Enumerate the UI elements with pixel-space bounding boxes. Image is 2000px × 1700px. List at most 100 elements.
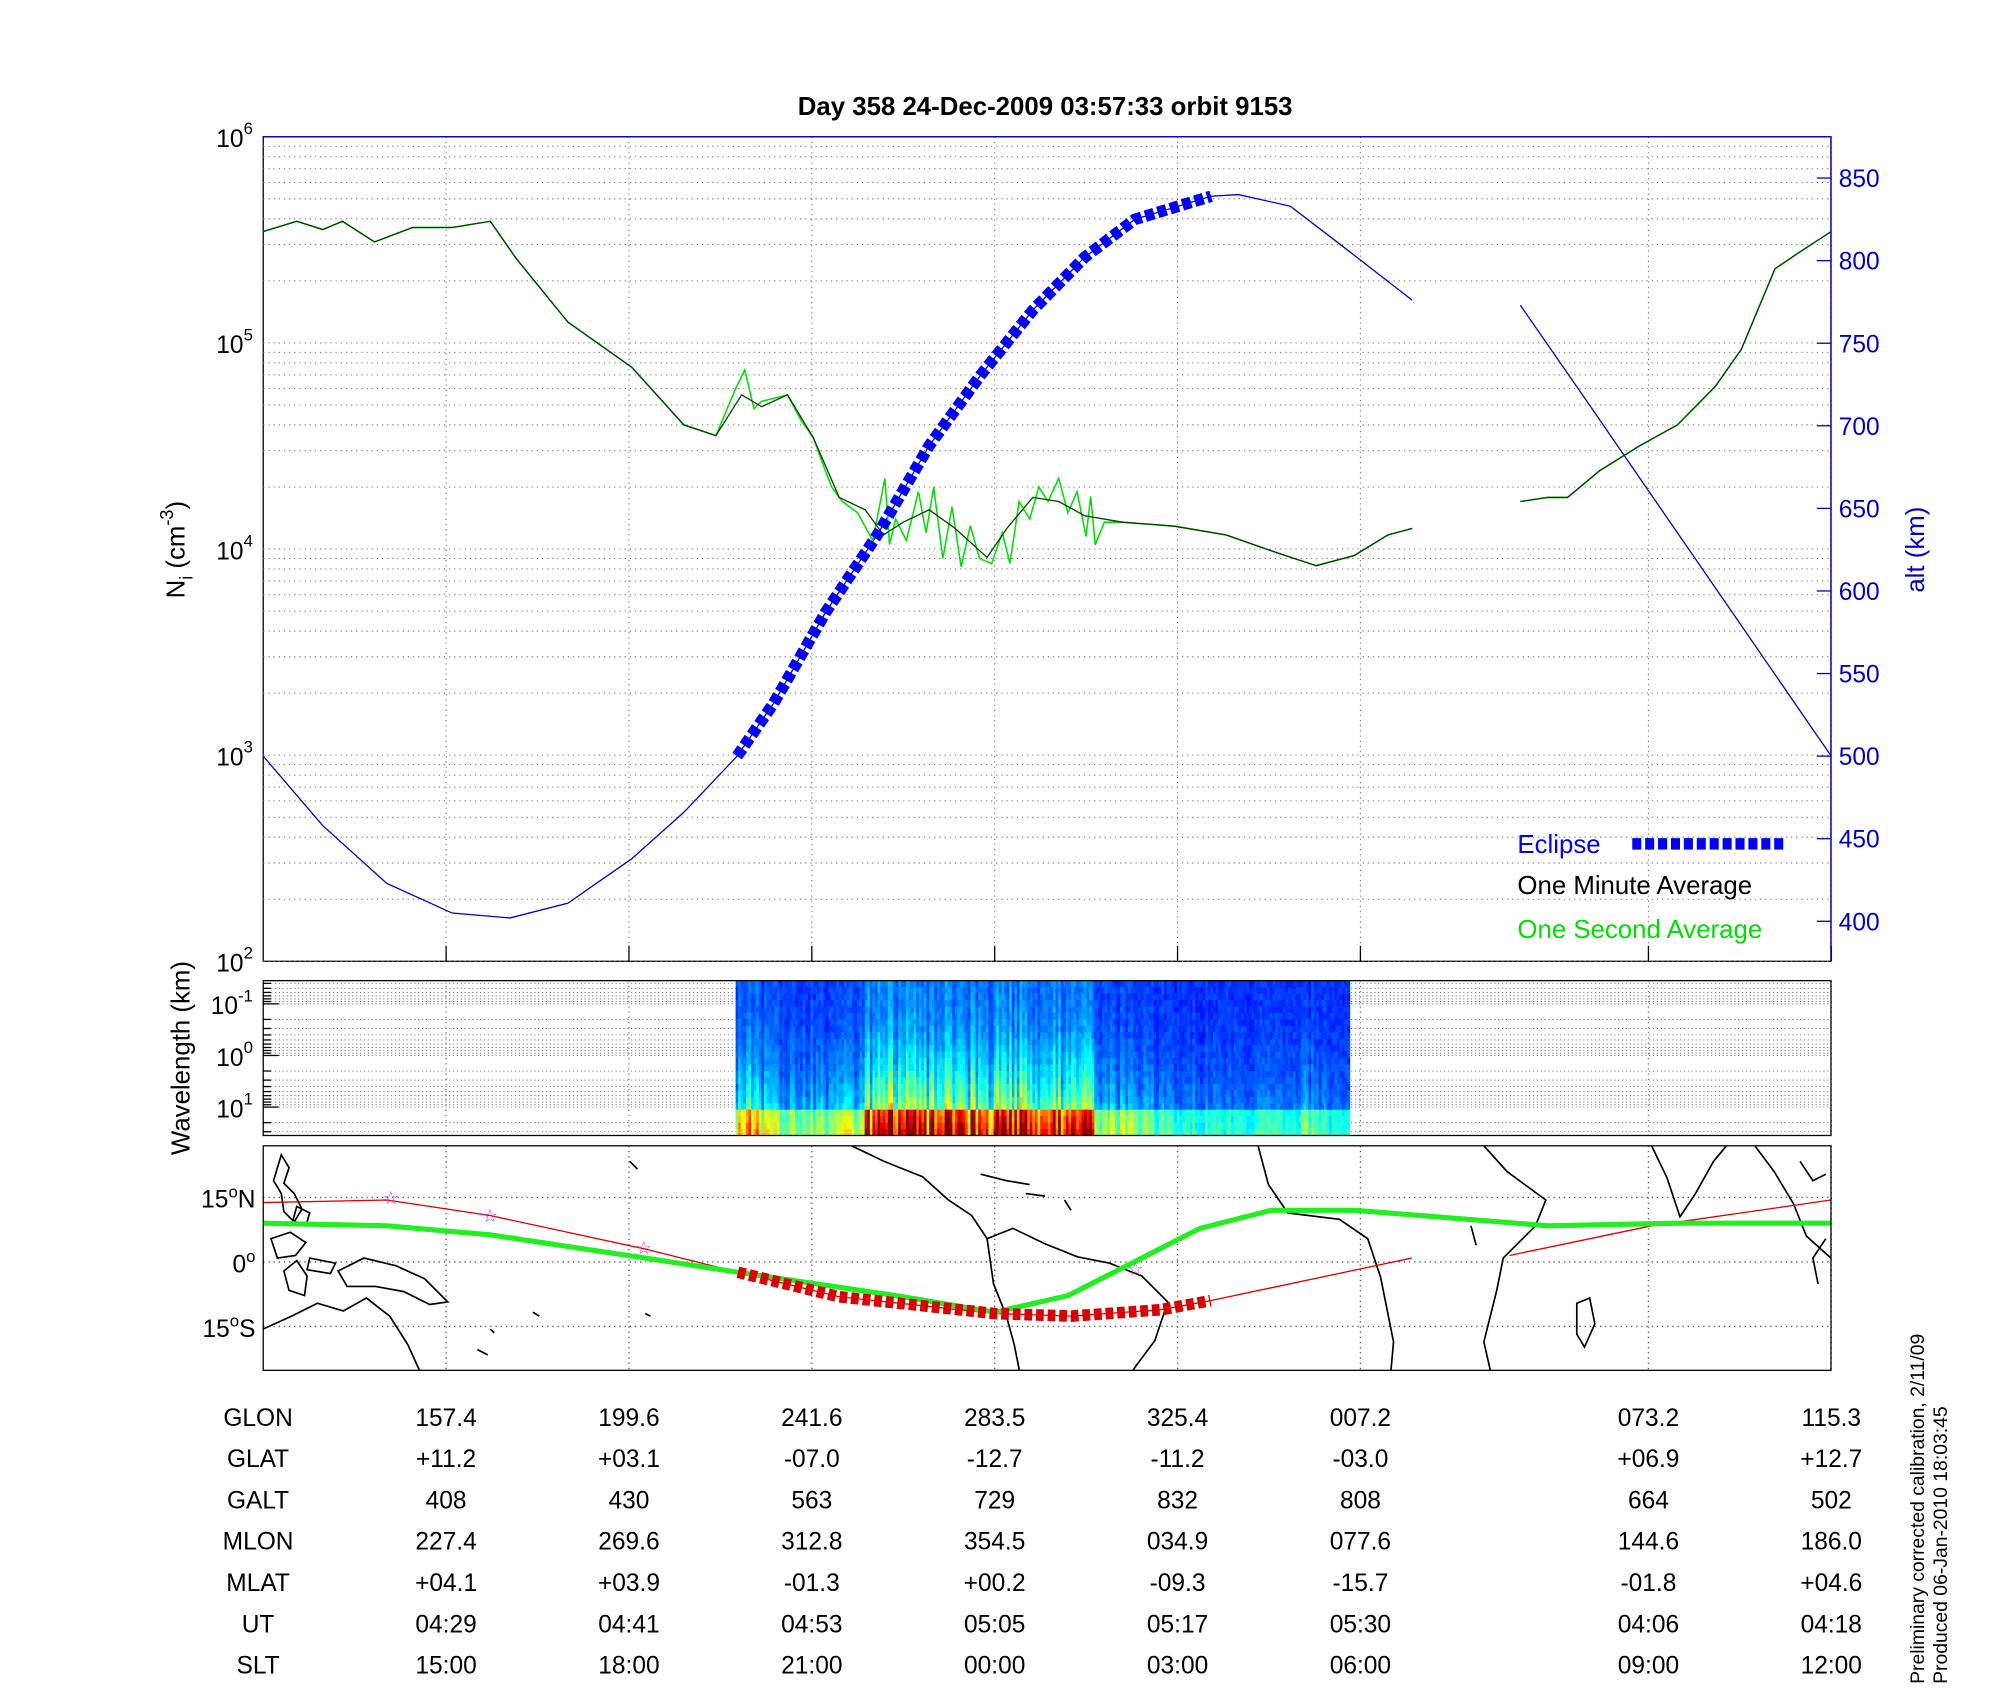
spectrogram-cell	[1213, 1103, 1216, 1111]
spectrogram-cell	[980, 1077, 984, 1085]
spectrogram-cell	[807, 1058, 811, 1065]
spectrogram-cell	[1037, 1109, 1041, 1117]
spectrogram-cell	[761, 1116, 765, 1123]
spectrogram-cell	[885, 1122, 889, 1130]
spectrogram-cell	[988, 1012, 992, 1020]
spectrogram-cell	[1225, 1038, 1229, 1046]
spectrogram-cell	[947, 1070, 951, 1078]
spectrogram-cell	[985, 1090, 989, 1098]
spectrogram-cell	[831, 1019, 835, 1027]
spectrogram-cell	[1213, 1012, 1216, 1020]
spectrogram-cell	[939, 1058, 943, 1065]
spectrogram-cell	[1218, 1083, 1222, 1091]
spectrogram-cell	[1003, 1083, 1007, 1091]
legend-eclipse-label: Eclipse	[1517, 831, 1600, 859]
spectrogram-cell	[1174, 1122, 1178, 1130]
spectrogram-cell	[934, 1116, 938, 1123]
spectrogram-cell	[893, 993, 896, 1001]
spectrogram-cell	[763, 1077, 767, 1085]
spectrogram-cell	[1053, 1000, 1056, 1007]
spectrogram-cell	[923, 1000, 927, 1007]
spectrogram-cell	[1019, 987, 1023, 994]
spectrogram-cell	[776, 1038, 780, 1046]
spectrogram-cell	[769, 1025, 773, 1033]
spectrogram-cell	[1099, 1090, 1103, 1098]
spectrogram-cell	[820, 1122, 824, 1130]
spectrogram-cell	[1207, 980, 1211, 988]
spectrogram-cell	[1094, 1000, 1098, 1007]
spectrogram-cell	[1236, 1064, 1240, 1072]
spectrogram-cell	[1109, 1032, 1113, 1040]
spectrogram-cell	[985, 1103, 989, 1111]
spectrogram-cell	[1099, 1045, 1103, 1052]
spectrogram-cell	[1055, 1083, 1059, 1091]
spectrogram-cell	[1065, 987, 1069, 994]
spectrogram-cell	[735, 1000, 739, 1007]
spectrogram-cell	[813, 1051, 816, 1059]
spectrogram-cell	[1202, 987, 1206, 994]
spectrogram-cell	[1099, 1129, 1103, 1136]
spectrogram-cell	[980, 1051, 984, 1059]
spectrogram-cell	[756, 1058, 760, 1065]
spectrogram-cell	[1022, 1064, 1026, 1072]
spectrogram-cell	[898, 1096, 902, 1104]
spectrogram-cell	[1192, 1090, 1196, 1098]
spectrogram-cell	[1158, 1019, 1162, 1027]
spectrogram-cell	[1249, 980, 1253, 988]
spectrogram-cell	[800, 993, 804, 1001]
spectrogram-cell	[820, 1103, 824, 1111]
spectrogram-cell	[1238, 1045, 1242, 1052]
spectrogram-cell	[1001, 1019, 1005, 1027]
spectrogram-cell	[1164, 1077, 1167, 1085]
spectrogram-cell	[947, 1045, 951, 1052]
spectrogram-cell	[1189, 1129, 1193, 1136]
spectrogram-cell	[1109, 1045, 1113, 1052]
spectrogram-cell	[856, 1116, 860, 1123]
spectrogram-cell	[1114, 987, 1118, 994]
spectrogram-cell	[802, 993, 806, 1001]
spectrogram-cell	[926, 1129, 930, 1136]
spectrogram-cell	[1138, 980, 1142, 988]
spectrogram-cell	[1006, 1070, 1010, 1078]
spectrogram-cell	[1215, 1012, 1219, 1020]
spectrogram-cell	[939, 1103, 943, 1111]
spectrogram-cell	[1187, 1006, 1191, 1014]
spectrogram-cell	[1022, 1122, 1026, 1130]
spectrogram-cell	[1047, 1032, 1051, 1040]
spectrogram-cell	[1223, 1025, 1227, 1033]
spectrogram-cell	[1184, 1083, 1188, 1091]
spectrogram-cell	[880, 1116, 884, 1123]
spectrogram-cell	[748, 1070, 752, 1078]
spectrogram-cell	[1107, 1109, 1111, 1117]
spectrogram-cell	[1003, 993, 1007, 1001]
spectrogram-cell	[815, 1096, 819, 1104]
spectrogram-cell	[1037, 1090, 1041, 1098]
spectrogram-cell	[1125, 993, 1129, 1001]
spectrogram-cell	[805, 1019, 809, 1027]
spectrogram-cell	[1027, 1038, 1031, 1046]
spectrogram-cell	[913, 1051, 917, 1059]
spectrogram-cell	[779, 1083, 783, 1091]
spectrogram-cell	[895, 993, 899, 1001]
spectrogram-cell	[1112, 1077, 1116, 1085]
spectrogram-cell	[820, 1070, 824, 1078]
spectrogram-cell	[1156, 1103, 1160, 1111]
spectrogram-cell	[1161, 1083, 1165, 1091]
spectrogram-cell	[900, 987, 904, 994]
spectrogram-cell	[771, 1090, 775, 1098]
spectrogram-cell	[735, 1038, 739, 1046]
spectrogram-cell	[753, 1032, 757, 1040]
spectrogram-cell	[1037, 987, 1041, 994]
spectrogram-cell	[1197, 1109, 1201, 1117]
spectrogram-cell	[1107, 1122, 1111, 1130]
spectrogram-cell	[1096, 1019, 1100, 1027]
spectrogram-cell	[862, 1070, 866, 1078]
spectrogram-cell	[748, 1012, 752, 1020]
spectrogram-cell	[820, 1077, 824, 1085]
spectrogram-cell	[1156, 1025, 1160, 1033]
spectrogram-cell	[1182, 1129, 1186, 1136]
spectrogram-cell	[1053, 1012, 1056, 1020]
spectrogram-cell	[934, 1058, 938, 1065]
spectrogram-cell	[908, 1077, 912, 1085]
